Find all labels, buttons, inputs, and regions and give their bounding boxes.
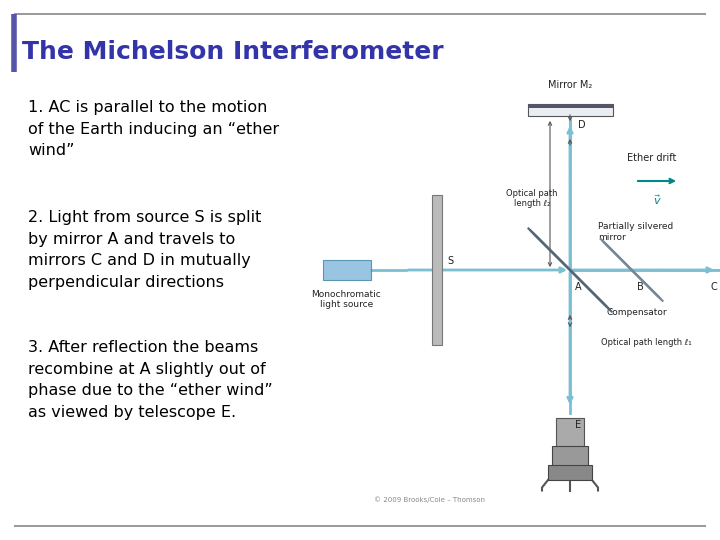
Text: Monochromatic
light source: Monochromatic light source <box>312 290 382 309</box>
Text: S: S <box>447 256 453 266</box>
Text: Partially silvered
mirror: Partially silvered mirror <box>598 222 673 242</box>
Bar <box>552 446 588 468</box>
Text: Optical path length ℓ₁: Optical path length ℓ₁ <box>600 338 691 347</box>
Text: Ether drift: Ether drift <box>627 153 676 163</box>
Text: $\vec{v}$: $\vec{v}$ <box>652 193 662 207</box>
Text: Mirror M₂: Mirror M₂ <box>548 80 592 90</box>
Bar <box>528 104 613 116</box>
Text: The Michelson Interferometer: The Michelson Interferometer <box>22 40 444 64</box>
Bar <box>528 104 613 108</box>
Text: A: A <box>575 282 582 292</box>
Bar <box>548 464 592 480</box>
Bar <box>432 195 442 345</box>
Text: B: B <box>636 282 644 292</box>
Text: E: E <box>575 421 581 430</box>
Text: 3. After reflection the beams
recombine at A slightly out of
phase due to the “e: 3. After reflection the beams recombine … <box>28 340 273 420</box>
Bar <box>323 260 371 280</box>
Text: C: C <box>710 282 717 292</box>
Bar <box>556 417 584 448</box>
Text: Optical path
length ℓ₂: Optical path length ℓ₂ <box>506 189 558 208</box>
Text: 2. Light from source S is split
by mirror A and travels to
mirrors C and D in mu: 2. Light from source S is split by mirro… <box>28 210 261 290</box>
Text: © 2009 Brooks/Cole – Thomson: © 2009 Brooks/Cole – Thomson <box>374 497 485 503</box>
Text: 1. AC is parallel to the motion
of the Earth inducing an “ether
wind”: 1. AC is parallel to the motion of the E… <box>28 100 279 158</box>
Text: D: D <box>578 120 585 130</box>
Text: Compensator: Compensator <box>606 308 667 317</box>
